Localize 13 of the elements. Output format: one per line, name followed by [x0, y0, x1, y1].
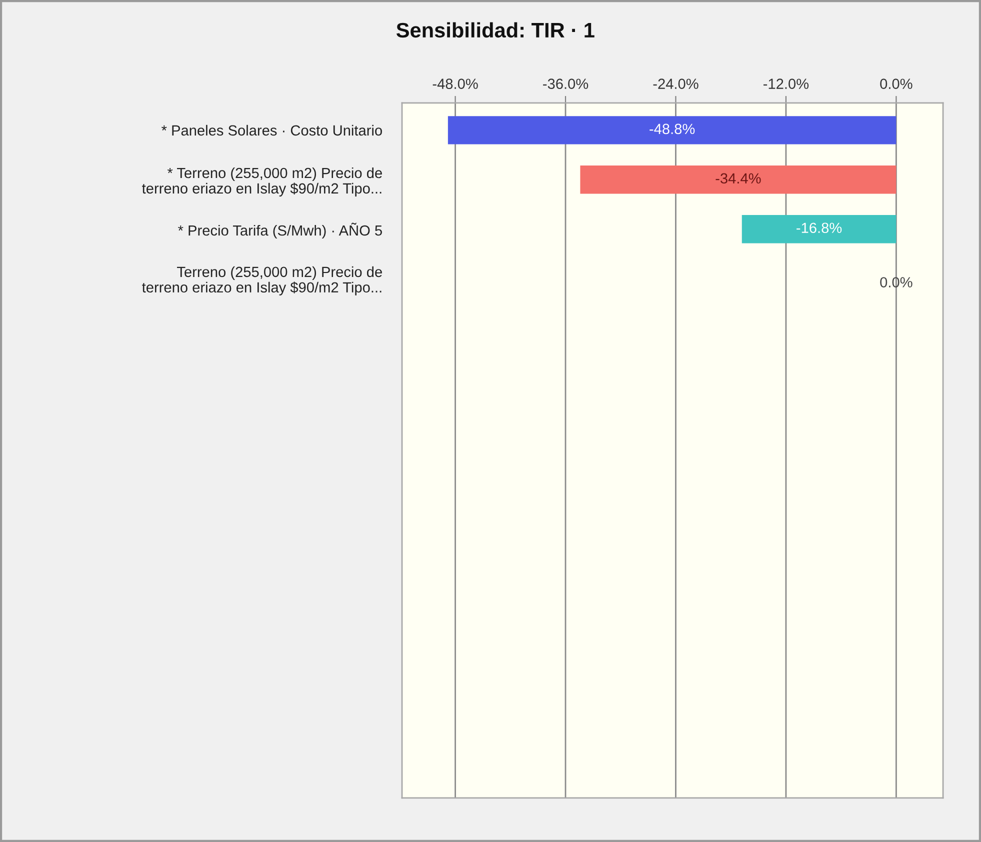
y-tick-label: * Paneles Solares · Costo Unitario [162, 124, 382, 136]
x-tick-label: -36.0% [543, 78, 588, 89]
x-tick-label: -48.0% [432, 78, 478, 89]
y-tick-label: * Terreno (255,000 m2) Precio de terreno eriazo en Islay $90/m2 Tipo... [142, 167, 382, 196]
data-label: -34.4% [716, 173, 761, 184]
data-label: -48.8% [650, 124, 695, 134]
x-tick-label: 0.0% [880, 78, 912, 89]
chart-title: Sensibilidad: TIR · 1 [396, 22, 594, 38]
y-tick-label: Terreno (255,000 m2) Precio de terreno eriazo en Islay $90/m2 Tipo... [142, 266, 382, 296]
x-tick-label: -12.0% [764, 78, 809, 89]
x-tick-label: -24.0% [653, 78, 698, 89]
y-tick-label: * Precio Tarifa (S/Mwh) · AÑO 5 [178, 222, 382, 239]
data-label: -16.8% [796, 222, 842, 234]
